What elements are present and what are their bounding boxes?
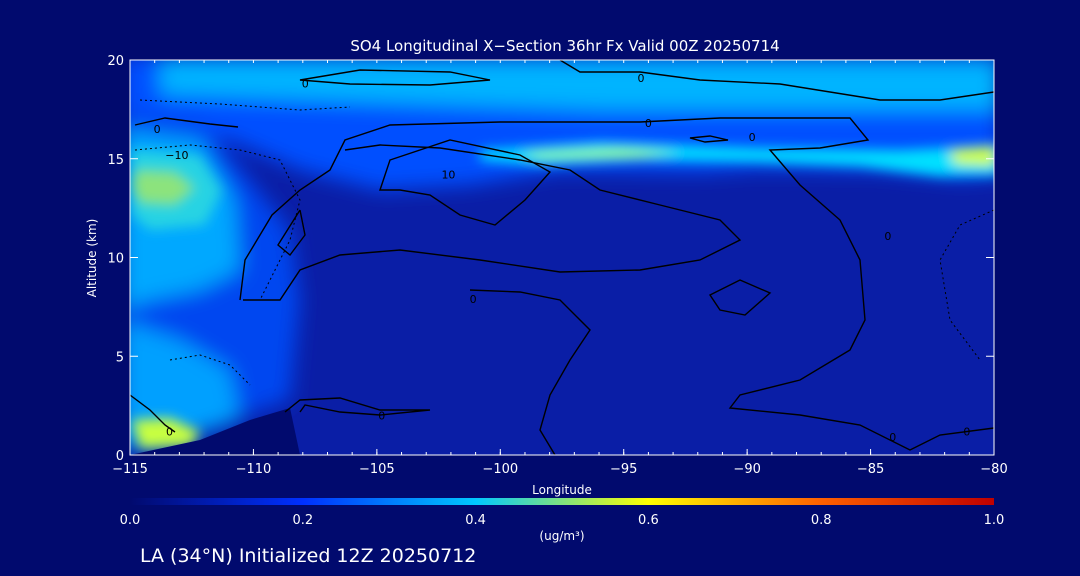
colorbar-tick-label: 0.4 xyxy=(465,513,486,528)
field-plume-ring xyxy=(132,150,222,230)
contour-line-left-0 xyxy=(130,394,176,433)
contour-line-top-0b xyxy=(559,60,994,101)
x-tick-label: −105 xyxy=(359,462,395,477)
concentration-field xyxy=(130,60,994,455)
colorbar-tick-label: 1.0 xyxy=(984,513,1005,528)
contour-line-core-0 xyxy=(708,279,772,316)
contour-line-lower-0 xyxy=(284,397,431,416)
x-tick-label: −90 xyxy=(733,462,760,477)
contour-line-small-0 xyxy=(689,135,729,143)
contour-label: 0 xyxy=(889,431,896,444)
contour-line-inner-10 xyxy=(379,139,552,226)
contour-line-top-dotted xyxy=(139,99,351,111)
contour-label: 0 xyxy=(749,131,756,144)
contour-label: 0 xyxy=(302,78,309,91)
contour-label: 0 xyxy=(378,410,385,423)
y-tick-label: 0 xyxy=(116,449,124,464)
contour-label: 0 xyxy=(963,425,970,438)
field-bottom-core xyxy=(132,418,200,448)
contour-line-top-0 xyxy=(299,69,491,86)
y-axis: 0 5 10 15 20 xyxy=(107,54,994,464)
contour-label: 10 xyxy=(441,169,455,182)
colorbar-tick-label: 0.0 xyxy=(120,513,141,528)
contour-label: 0 xyxy=(470,293,477,306)
x-tick-label: −110 xyxy=(236,462,272,477)
contour-label: 0 xyxy=(884,230,891,243)
x-tick-label: −85 xyxy=(857,462,884,477)
y-tick-label: 5 xyxy=(116,350,124,365)
contour-label: 0 xyxy=(166,425,173,438)
field-layer-15km-core xyxy=(520,149,680,158)
colorbar xyxy=(130,498,994,505)
field-right-core xyxy=(950,146,994,166)
contour-line-left-dotted xyxy=(134,144,301,301)
x-tick-label: −95 xyxy=(610,462,637,477)
contour-label: 0 xyxy=(637,72,644,85)
contour-label: −10 xyxy=(165,149,188,162)
chart-title: SO4 Longitudinal X−Section 36hr Fx Valid… xyxy=(350,37,779,55)
contour-line-upper-0 xyxy=(134,117,239,128)
contour-lines xyxy=(130,60,994,455)
y-tick-label: 15 xyxy=(107,153,124,168)
y-axis-label: Altitude (km) xyxy=(85,219,99,298)
location-init-label: LA (34°N) Initialized 12Z 20250712 xyxy=(140,545,476,567)
y-tick-label: 20 xyxy=(107,54,124,69)
contour-line-lower-dotted xyxy=(169,354,251,386)
x-axis-label: Longitude xyxy=(532,483,592,497)
x-tick-label: −100 xyxy=(482,462,518,477)
colorbar-tick-label: 0.6 xyxy=(638,513,659,528)
colorbar-tick-label: 0.8 xyxy=(811,513,832,528)
x-tick-label: −115 xyxy=(112,462,148,477)
colorbar-tick-label: 0.2 xyxy=(292,513,313,528)
contour-labels: 0 −10 0 0 0 0 10 0 0 0 0 0 0 xyxy=(154,72,971,444)
colorbar-ticks: 0.0 0.2 0.4 0.6 0.8 1.0 xyxy=(120,513,1005,528)
y-tick-label: 10 xyxy=(107,252,124,267)
terrain xyxy=(130,408,300,455)
contour-label: 0 xyxy=(645,117,652,130)
contour-line-inner-0 xyxy=(243,144,742,301)
x-axis: −115 −110 −105 −100 −95 −90 −85 −80 xyxy=(112,60,1008,477)
contour-line-lower-main xyxy=(469,289,591,455)
x-tick-label: −80 xyxy=(980,462,1007,477)
contour-line-mid-0 xyxy=(277,209,306,257)
field-upper-haze xyxy=(160,60,994,110)
contour-label: 0 xyxy=(154,123,161,136)
contour-line-main-0 xyxy=(239,117,994,451)
colorbar-unit-label: (ug/m³) xyxy=(539,529,584,543)
